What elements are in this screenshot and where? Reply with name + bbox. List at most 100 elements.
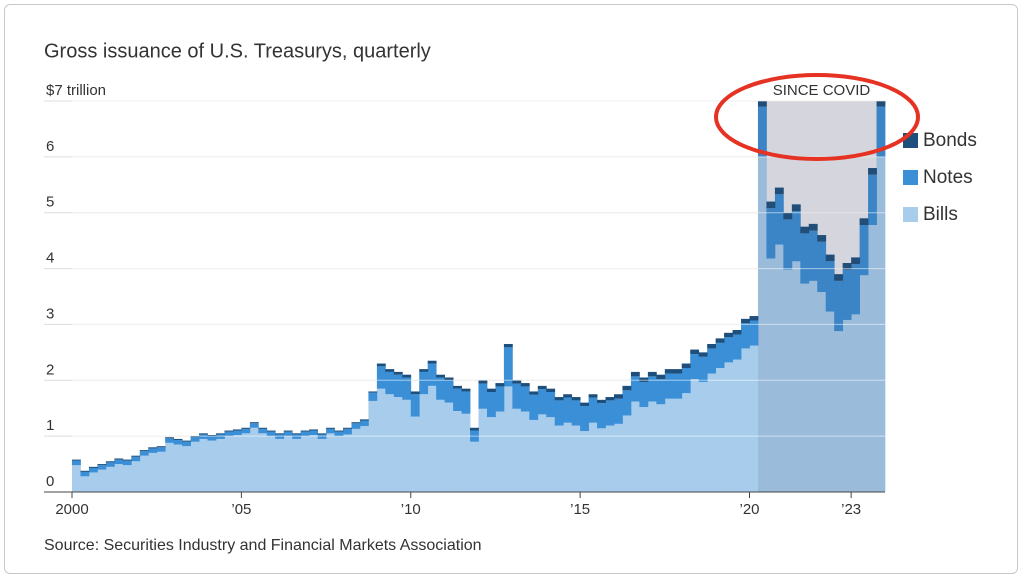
bar-segment	[851, 314, 860, 492]
bar-segment	[715, 338, 725, 343]
highlight-circle	[714, 73, 920, 161]
bar-segment	[859, 225, 869, 276]
bar-segment	[334, 430, 344, 432]
bar-segment	[673, 398, 683, 492]
x-tick-label: ’10	[401, 501, 421, 518]
shade-label: SINCE COVID	[773, 82, 871, 99]
y-tick-label: 4	[46, 250, 54, 267]
bar-segment	[868, 225, 877, 492]
bar-segment	[520, 383, 530, 387]
bar-segment	[537, 389, 547, 415]
bar-segment	[182, 440, 191, 442]
bar-segment	[343, 427, 352, 429]
bar-segment	[622, 385, 632, 391]
bar-segment	[808, 280, 818, 492]
bar-segment	[791, 204, 801, 212]
x-tick-label: ’05	[231, 501, 251, 518]
bar-segment	[88, 467, 98, 473]
bar-segment	[571, 397, 581, 401]
bar-segment	[690, 379, 700, 492]
bar-segment	[825, 254, 835, 262]
bar-segment	[436, 377, 446, 400]
bar-segment	[859, 218, 869, 226]
bar-segment	[97, 464, 107, 466]
bar-segment	[698, 352, 708, 357]
bar-segment	[376, 363, 386, 367]
bar-segment	[842, 269, 852, 320]
bar-segment	[766, 201, 776, 209]
frame	[4, 4, 1018, 574]
bar-segment	[808, 223, 818, 231]
bar-segment	[800, 226, 810, 234]
legend-label: Bonds	[923, 130, 977, 151]
bar-segment	[131, 461, 141, 492]
bar-segment	[588, 397, 598, 423]
bar-segment	[453, 411, 462, 492]
bar-segment	[351, 423, 361, 429]
bar-segment	[402, 377, 412, 400]
bar-segment	[419, 394, 429, 492]
bar-segment	[190, 437, 200, 442]
bar-segment	[173, 444, 183, 492]
bar-segment	[554, 400, 564, 426]
bar-segment	[647, 371, 657, 377]
bar-segment	[766, 208, 776, 259]
bar-segment	[300, 431, 310, 437]
bar-segment	[266, 431, 276, 437]
bar-segment	[376, 366, 386, 389]
bar-segment	[156, 451, 166, 492]
bar-segment	[732, 330, 742, 335]
bar-segment	[512, 383, 522, 409]
bar-segment	[207, 435, 217, 437]
bar-segment	[546, 388, 556, 393]
bar-segment	[410, 416, 420, 492]
bar-segment	[317, 433, 327, 435]
bar-segment	[757, 101, 767, 107]
bar-segment	[707, 348, 717, 374]
bar-segment	[148, 447, 158, 449]
bar-segment	[774, 244, 784, 492]
bar-segment	[834, 280, 844, 332]
bar-segment	[427, 363, 437, 386]
bar-segment	[148, 448, 158, 453]
bar-segment	[707, 343, 717, 349]
bar-segment	[851, 257, 860, 265]
bar-segment	[139, 455, 149, 492]
bar-segment	[834, 274, 844, 281]
bar-segment	[724, 337, 733, 363]
bar-segment	[715, 367, 725, 492]
bar-segment	[419, 371, 429, 395]
bar-segment	[664, 398, 674, 492]
bar-segment	[741, 348, 750, 492]
bar-segment	[546, 417, 556, 492]
bar-segment	[808, 230, 818, 281]
bar-segment	[580, 405, 589, 432]
bar-segment	[283, 431, 293, 437]
y-tick-label: 0	[46, 473, 54, 490]
bar-segment	[495, 411, 505, 492]
bar-segment	[131, 455, 141, 457]
bar-segment	[258, 433, 268, 492]
bar-segment	[664, 373, 674, 399]
bar-segment	[868, 174, 877, 226]
bar-segment	[241, 433, 251, 492]
bar-segment	[512, 408, 522, 492]
bar-segment	[139, 450, 149, 452]
bar-segment	[681, 363, 691, 368]
bar-segment	[427, 385, 437, 492]
bar-segment	[503, 347, 513, 387]
y-tick-label: $7 trillion	[46, 82, 106, 99]
bar-segment	[639, 381, 649, 408]
bar-segment	[563, 422, 573, 492]
legend-label: Bills	[923, 204, 958, 225]
bar-segment	[199, 434, 208, 439]
bar-segment	[453, 385, 462, 389]
bar-segment	[224, 436, 234, 492]
bar-segment	[529, 391, 539, 395]
x-tick-label: ’23	[841, 501, 861, 518]
bar-segment	[825, 311, 835, 492]
bar-segment	[368, 392, 378, 401]
bar-segment	[724, 332, 733, 338]
bar-segment	[614, 394, 623, 399]
bar-segment	[309, 435, 318, 492]
